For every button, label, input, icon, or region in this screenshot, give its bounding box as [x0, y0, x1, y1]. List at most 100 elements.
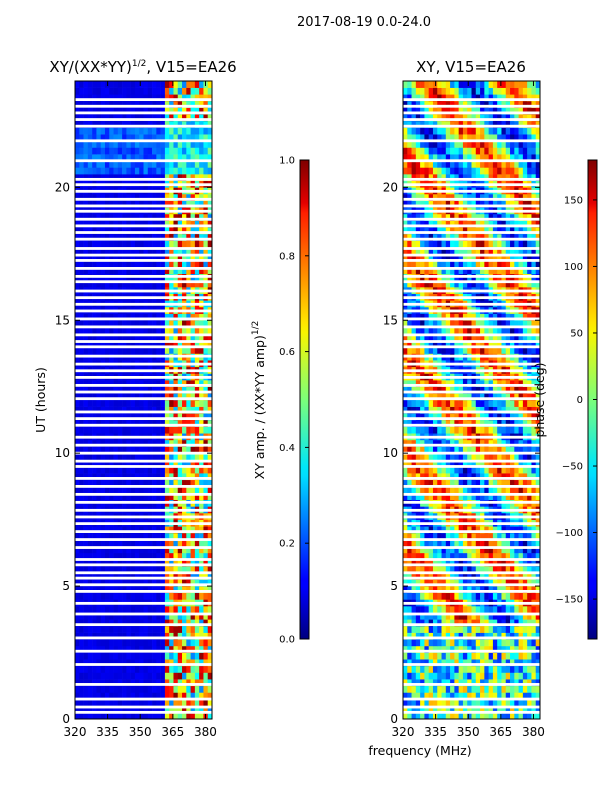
- heatmap-cell: [194, 426, 200, 434]
- heatmap-cell: [109, 413, 114, 421]
- heatmap-cell: [480, 566, 485, 574]
- heatmap-cell: [182, 486, 187, 494]
- heatmap-cell: [475, 652, 481, 660]
- heatmap-cell: [117, 619, 123, 627]
- heatmap-cell: [403, 579, 408, 587]
- heatmap-cell: [203, 127, 209, 135]
- heatmap-cell: [130, 712, 136, 720]
- heatmap-cell: [169, 579, 174, 587]
- heatmap-cell: [134, 579, 140, 587]
- heatmap-cell: [113, 705, 119, 713]
- heatmap-cell: [190, 253, 196, 261]
- heatmap-cell: [450, 526, 455, 534]
- heatmap-cell: [169, 652, 174, 660]
- heatmap-cell: [164, 406, 170, 414]
- heatmap-cell: [441, 625, 447, 633]
- heatmap-cell: [441, 386, 447, 394]
- heatmap-cell: [501, 692, 507, 700]
- heatmap-cell: [156, 426, 161, 434]
- heatmap-cell: [186, 579, 191, 587]
- heatmap-cell: [79, 645, 84, 653]
- heatmap-cell: [462, 705, 468, 713]
- heatmap-cell: [75, 200, 80, 208]
- heatmap-cell: [199, 625, 204, 633]
- heatmap-cell: [126, 632, 131, 640]
- heatmap-cell: [203, 652, 209, 660]
- heatmap-cell: [79, 320, 84, 328]
- heatmap-cell: [152, 672, 157, 680]
- heatmap-cell: [527, 380, 532, 388]
- heatmap-cell: [143, 466, 149, 474]
- heatmap-cell: [428, 619, 434, 627]
- heatmap-cell: [194, 346, 200, 354]
- heatmap-cell: [134, 559, 140, 567]
- heatmap-cell: [407, 652, 412, 660]
- heatmap-cell: [514, 400, 519, 407]
- heatmap-cell: [87, 100, 93, 108]
- heatmap-cell: [126, 200, 131, 208]
- heatmap-cell: [87, 419, 93, 427]
- heatmap-cell: [87, 134, 93, 142]
- heatmap-cell: [403, 632, 408, 640]
- heatmap-cell: [420, 380, 425, 388]
- heatmap-cell: [139, 539, 144, 547]
- heatmap-cell: [501, 645, 507, 653]
- heatmap-cell: [96, 193, 101, 201]
- flagged-gap: [75, 247, 212, 250]
- heatmap-cell: [75, 247, 80, 255]
- heatmap-cell: [480, 645, 485, 653]
- heatmap-cell: [454, 559, 459, 567]
- heatmap-cell: [450, 479, 455, 487]
- heatmap-cell: [471, 493, 477, 500]
- heatmap-cell: [207, 692, 213, 700]
- heatmap-cell: [458, 679, 464, 687]
- heatmap-cell: [100, 559, 106, 567]
- heatmap-cell: [488, 612, 494, 620]
- heatmap-cell: [484, 665, 489, 673]
- heatmap-cell: [424, 586, 429, 594]
- heatmap-cell: [480, 453, 485, 461]
- heatmap-cell: [462, 652, 468, 660]
- heatmap-cell: [445, 685, 451, 693]
- heatmap-cell: [203, 100, 209, 108]
- heatmap-cell: [152, 333, 157, 341]
- heatmap-cell: [87, 240, 93, 248]
- heatmap-cell: [164, 639, 170, 647]
- heatmap-cell: [104, 333, 110, 341]
- heatmap-cell: [450, 552, 455, 560]
- heatmap-cell: [177, 100, 183, 108]
- heatmap-cell: [428, 539, 434, 547]
- heatmap-cell: [177, 227, 183, 235]
- heatmap-cell: [169, 320, 174, 328]
- heatmap-cell: [182, 625, 187, 633]
- heatmap-cell: [143, 712, 149, 720]
- heatmap-cell: [96, 213, 101, 221]
- heatmap-cell: [190, 419, 196, 427]
- heatmap-cell: [432, 473, 438, 481]
- heatmap-cell: [403, 526, 408, 534]
- heatmap-cell: [117, 380, 123, 388]
- heatmap-cell: [505, 479, 511, 487]
- heatmap-cell: [531, 606, 537, 613]
- heatmap-cell: [143, 619, 149, 627]
- left-title-main: XY/(XX*YY): [49, 58, 132, 76]
- heatmap-cell: [415, 586, 421, 594]
- heatmap-cell: [514, 552, 519, 560]
- heatmap-cell: [139, 346, 144, 354]
- heatmap-cell: [113, 100, 119, 108]
- heatmap-cell: [522, 419, 528, 427]
- heatmap-cell: [445, 546, 451, 554]
- heatmap-cell: [484, 459, 489, 467]
- heatmap-cell: [139, 140, 144, 148]
- heatmap-cell: [156, 572, 161, 580]
- heatmap-cell: [152, 134, 157, 142]
- heatmap-cell: [169, 120, 174, 128]
- heatmap-cell: [96, 639, 101, 647]
- heatmap-cell: [177, 459, 183, 467]
- heatmap-cell: [100, 705, 106, 713]
- heatmap-cell: [510, 679, 515, 687]
- heatmap-cell: [432, 380, 438, 388]
- heatmap-cell: [194, 552, 200, 560]
- heatmap-cell: [92, 400, 97, 407]
- heatmap-cell: [79, 147, 84, 155]
